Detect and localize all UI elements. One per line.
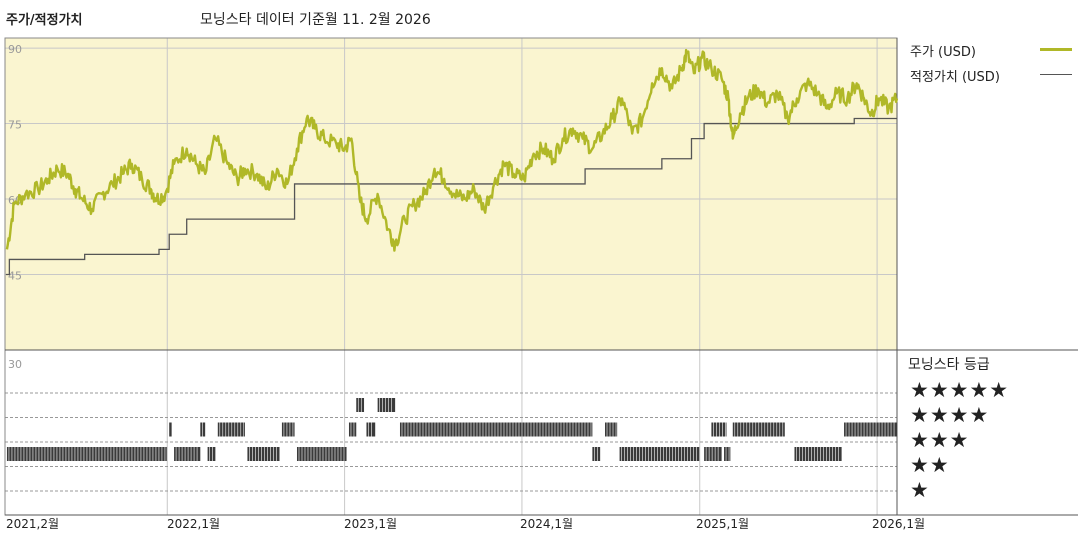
legend-price-swatch [1040,48,1072,51]
five-star-label: ★★★★★ [910,378,1010,402]
x-tick-label: 2021,2월 [6,517,60,531]
rating-segment-ticks [594,447,598,461]
rating-segment-ticks [401,422,592,437]
rating-segment [169,422,172,437]
rating-segment [366,422,376,437]
y-tick-label: 75 [8,119,22,132]
rating-segment [281,422,295,437]
rating-segment [200,422,206,437]
four-star-label: ★★★★ [910,403,990,427]
rating-panel-title: 모닝스타 등급 [908,357,990,373]
rating-segment-ticks [725,447,730,461]
rating-segment [605,422,618,437]
legend-fair-swatch [1040,74,1072,75]
y-tick-label: 90 [8,43,22,56]
x-tick-label: 2026,1월 [872,517,926,531]
rating-segment [348,422,357,437]
rating-segment-ticks [368,422,372,437]
chart-title-left: 주가/적정가치 [6,13,83,28]
x-tick-label: 2024,1월 [520,517,574,531]
legend-fair-label: 적정가치 (USD) [910,70,1000,85]
y-tick-label: 45 [8,270,22,283]
rating-segment [377,398,396,412]
rating-segment-ticks [249,447,277,461]
rating-segment-ticks [845,422,895,437]
rating-segment [704,447,722,461]
x-tick-label: 2025,1월 [696,517,750,531]
rating-segment-ticks [8,447,166,461]
two-star-label: ★★ [910,453,950,477]
rating-bars [6,398,897,461]
price-line [5,48,899,252]
rating-segment [399,422,593,437]
legend-price-label: 주가 (USD) [910,45,976,60]
rating-segment-ticks [379,398,392,412]
data-source-note: 모닝스타 데이터 기준월 11. 2월 2026 [200,12,431,28]
rating-segment [724,447,731,461]
rating-segment-ticks [209,447,213,461]
rating-segment-ticks [796,447,839,461]
rating-segment-ticks [713,422,726,437]
rating-segment [296,447,347,461]
x-tick-label: 2023,1월 [344,517,398,531]
rating-segment-ticks [606,422,617,437]
one-star-label: ★ [910,478,930,502]
x-tick-label: 2022,1월 [167,517,221,531]
rating-segment [174,447,201,461]
rating-segment-ticks [283,422,294,437]
rating-segment-ticks [350,422,355,437]
fair-value-line [5,117,897,276]
three-star-label: ★★★ [910,428,970,452]
rating-segment [844,422,897,437]
rating-segment-ticks [219,422,245,437]
rating-segment [217,422,246,437]
rating-segment-ticks [298,447,345,461]
rating-segment [356,398,365,412]
rating-segment-ticks [734,422,784,437]
rating-segment [794,447,842,461]
rating-segment [592,447,601,461]
rating-segment-ticks [621,447,697,461]
rating-segment [207,447,216,461]
rating-segment-ticks [175,447,198,461]
rating-segment-ticks [705,447,719,461]
y-tick-label: 30 [8,358,22,371]
rating-segment-ticks [357,398,362,412]
